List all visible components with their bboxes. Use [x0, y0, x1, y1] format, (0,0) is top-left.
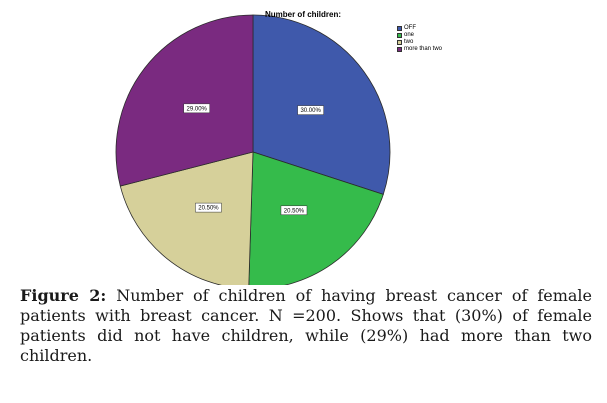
- chart-legend: OFF one two more than two: [397, 25, 442, 53]
- legend-item: two: [397, 39, 442, 46]
- legend-swatch: [397, 26, 402, 31]
- data-label-box: [195, 202, 222, 213]
- slice-data-label: 29.00%: [183, 103, 210, 114]
- pie-chart-svg: 30.00% 20.50% 20.50% 29.00%: [115, 14, 391, 285]
- slice-data-label: 20.50%: [195, 202, 222, 213]
- data-label-text: 29.00%: [187, 106, 208, 112]
- slice-data-label: 20.50%: [280, 205, 308, 216]
- data-label-text: 30.00%: [300, 108, 321, 114]
- data-label-box: [280, 205, 308, 216]
- figure-caption: Figure 2: Number of children of having b…: [20, 286, 592, 366]
- legend-label: one: [404, 32, 415, 38]
- legend-item: OFF: [397, 25, 442, 32]
- data-label-box: [297, 105, 324, 115]
- pie-slice-more-than-two: [115, 14, 254, 187]
- caption-text: Number of children of having breast canc…: [20, 286, 593, 365]
- pie-slice-two: [119, 151, 254, 285]
- legend-item: more than two: [397, 46, 442, 53]
- pie-slice-one: [248, 151, 384, 285]
- legend-label: two: [404, 39, 414, 45]
- legend-item: one: [397, 32, 442, 39]
- legend-label: more than two: [404, 46, 443, 52]
- legend-swatch: [397, 47, 402, 52]
- legend-swatch: [397, 40, 402, 45]
- pie-slice-off: [252, 14, 391, 195]
- slice-data-label: 30.00%: [297, 105, 324, 115]
- legend-swatch: [397, 33, 402, 38]
- data-label-text: 20.50%: [284, 208, 305, 214]
- pie-chart: 30.00% 20.50% 20.50% 29.00% Number of child…: [115, 10, 442, 285]
- legend-label: OFF: [404, 25, 416, 31]
- chart-title: Number of children:: [264, 10, 341, 19]
- data-label-text: 20.50%: [198, 206, 219, 212]
- caption-label: Figure 2:: [20, 286, 107, 305]
- data-label-box: [183, 103, 210, 114]
